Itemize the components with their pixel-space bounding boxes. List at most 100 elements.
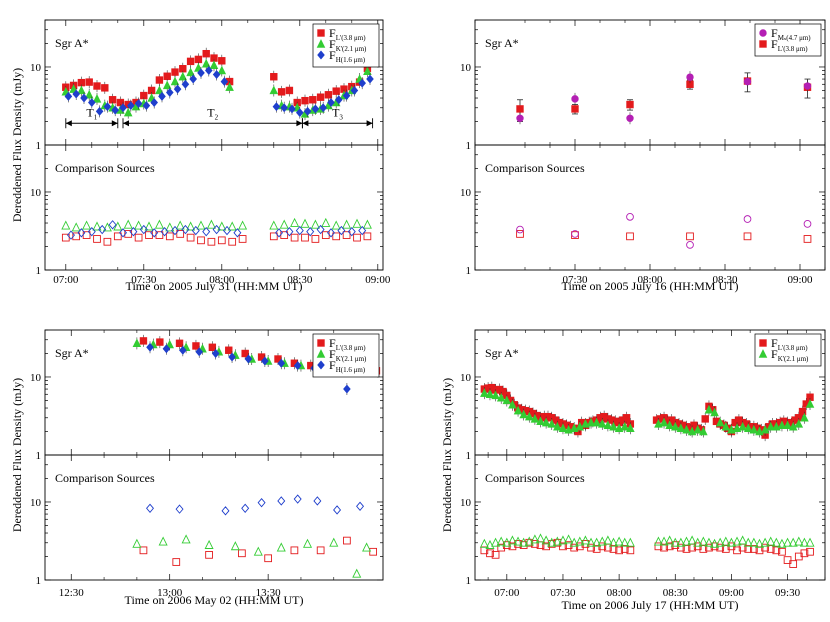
data-point bbox=[766, 421, 776, 431]
data-point bbox=[150, 228, 159, 238]
data-point bbox=[531, 540, 539, 548]
panel-comparison: 1 10 Comparison Sources bbox=[30, 454, 384, 587]
legend-entry: FL'(3.8 μm) bbox=[771, 37, 808, 53]
data-point bbox=[332, 87, 340, 95]
data-point bbox=[682, 545, 691, 553]
data-point bbox=[253, 546, 263, 556]
data-point bbox=[319, 103, 327, 113]
data-point bbox=[181, 224, 190, 235]
arrow-head bbox=[123, 120, 129, 127]
series-l bbox=[139, 536, 378, 566]
data-point bbox=[197, 236, 205, 245]
data-point bbox=[350, 85, 359, 95]
data-point bbox=[788, 421, 798, 431]
data-point bbox=[626, 546, 635, 555]
data-point bbox=[337, 225, 346, 236]
data-point bbox=[316, 93, 325, 101]
data-point bbox=[547, 419, 557, 428]
data-point bbox=[209, 60, 219, 70]
legend-entry: FK'(2.1 μm) bbox=[329, 37, 367, 53]
legend-entry: FH(1.6 μm) bbox=[329, 48, 366, 64]
y-tick-label: 1 bbox=[466, 575, 472, 587]
data-point bbox=[704, 404, 714, 414]
data-point bbox=[726, 537, 736, 547]
data-point bbox=[665, 535, 675, 545]
data-point bbox=[158, 91, 166, 101]
y-tick-label: 1 bbox=[36, 265, 42, 277]
data-point bbox=[363, 66, 372, 76]
data-point bbox=[507, 535, 517, 545]
y-tick-label: 10 bbox=[30, 187, 42, 199]
data-point bbox=[270, 73, 278, 81]
data-point bbox=[491, 390, 500, 400]
panel-sgr-a: 1 10 Sgr A* FMₛ(4.7 μm)FL'(3.8 μm) bbox=[460, 19, 826, 152]
panel-frame bbox=[44, 144, 384, 271]
data-point bbox=[496, 392, 506, 402]
data-point bbox=[217, 65, 227, 75]
y-tick-label: 10 bbox=[460, 372, 472, 384]
legend-marker bbox=[316, 349, 326, 358]
data-point bbox=[715, 537, 725, 547]
panel-label: Sgr A* bbox=[485, 36, 519, 50]
data-point bbox=[217, 221, 227, 231]
data-point bbox=[704, 537, 714, 547]
data-point bbox=[586, 537, 596, 547]
data-point bbox=[609, 545, 618, 553]
data-point bbox=[189, 74, 197, 84]
data-point bbox=[670, 537, 680, 547]
series-k bbox=[479, 533, 815, 549]
data-point bbox=[800, 412, 809, 422]
series-k bbox=[132, 534, 372, 578]
data-point bbox=[369, 547, 378, 556]
y-tick-label: 10 bbox=[460, 497, 472, 509]
data-point bbox=[313, 496, 322, 506]
arrow-head bbox=[366, 120, 373, 127]
data-point bbox=[293, 494, 302, 504]
data-point bbox=[195, 347, 204, 357]
data-point bbox=[303, 106, 312, 116]
arrow-head bbox=[296, 120, 303, 127]
data-point bbox=[491, 551, 500, 559]
y-tick-label: 1 bbox=[36, 575, 42, 587]
data-point bbox=[516, 114, 524, 122]
data-point bbox=[155, 85, 164, 95]
data-point bbox=[127, 101, 135, 111]
data-point bbox=[778, 547, 786, 556]
data-point bbox=[280, 103, 288, 113]
data-point bbox=[103, 102, 112, 112]
data-point bbox=[777, 538, 787, 548]
panel-label: Sgr A* bbox=[55, 36, 89, 50]
data-point bbox=[324, 91, 333, 99]
data-point bbox=[541, 535, 551, 545]
data-point bbox=[805, 537, 815, 547]
data-point bbox=[620, 537, 630, 547]
data-point bbox=[302, 538, 313, 548]
data-point bbox=[486, 549, 494, 558]
data-point bbox=[615, 546, 623, 555]
x-tick-label: 08:30 bbox=[712, 274, 738, 286]
data-point bbox=[698, 536, 708, 546]
data-point bbox=[592, 545, 601, 553]
data-point bbox=[132, 538, 142, 548]
legend-marker bbox=[759, 29, 767, 37]
data-point bbox=[316, 546, 325, 555]
data-point bbox=[132, 338, 142, 348]
data-point bbox=[516, 225, 524, 234]
data-point bbox=[158, 536, 168, 546]
data-point bbox=[508, 399, 517, 409]
x-tick-label: 07:30 bbox=[131, 274, 157, 286]
data-point bbox=[119, 103, 127, 113]
data-point bbox=[327, 98, 335, 108]
legend-entry: FL'(3.8 μm) bbox=[329, 336, 366, 352]
data-point bbox=[744, 545, 753, 553]
data-point bbox=[204, 539, 214, 549]
x-tick-label: 07:00 bbox=[494, 587, 520, 599]
data-point bbox=[676, 537, 686, 547]
data-point bbox=[321, 217, 331, 227]
data-point bbox=[682, 424, 691, 434]
data-point bbox=[306, 226, 315, 237]
data-point bbox=[701, 415, 709, 423]
data-point bbox=[272, 102, 281, 112]
data-point bbox=[362, 542, 372, 552]
